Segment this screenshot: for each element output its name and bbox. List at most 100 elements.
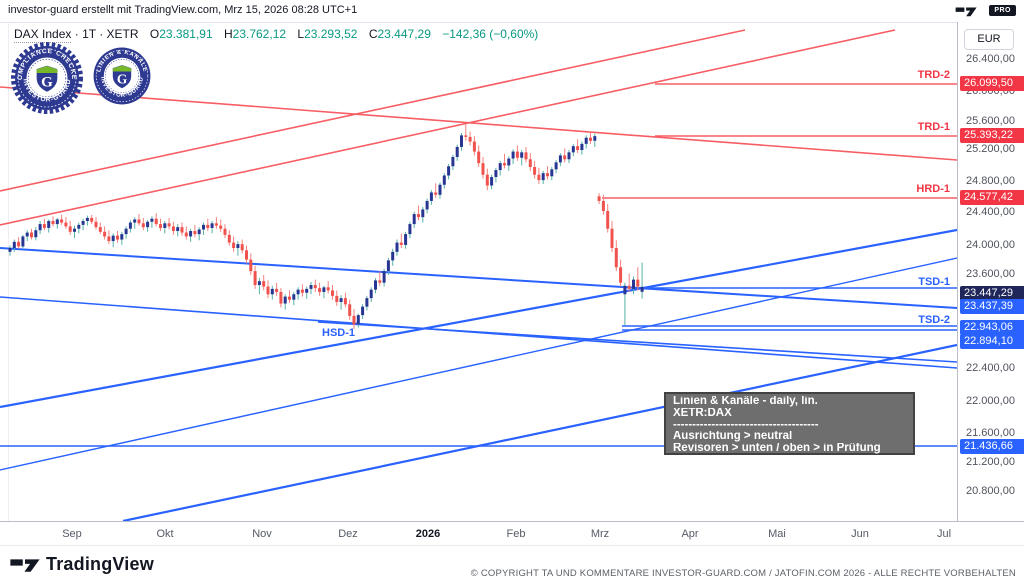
candle-body xyxy=(455,146,459,157)
candle-body xyxy=(77,224,81,229)
candle-body xyxy=(202,224,205,230)
candle-body xyxy=(356,315,360,325)
legend-symbol[interactable]: DAX Index xyxy=(14,27,72,43)
candle-body xyxy=(331,290,334,296)
candle-body xyxy=(180,227,184,233)
candle-body xyxy=(326,287,330,291)
legend-exchange: XETR xyxy=(106,27,139,41)
pro-badge[interactable]: PRO xyxy=(989,5,1016,16)
price-tick: 20.800,00 xyxy=(966,485,1015,497)
candle-body xyxy=(567,152,571,160)
candle-body xyxy=(485,174,489,186)
candle-body xyxy=(176,227,180,232)
trendline-label-trd-2[interactable]: TRD-2 xyxy=(917,69,950,81)
candle-body xyxy=(528,159,532,167)
candle-body xyxy=(103,231,107,237)
candle-body xyxy=(296,289,300,295)
price-tick: 21.200,00 xyxy=(966,456,1015,468)
time-tick-jul: Jul xyxy=(936,528,952,540)
currency-button[interactable]: EUR xyxy=(964,29,1014,50)
candle-body xyxy=(116,235,119,240)
trd2-trendline[interactable] xyxy=(0,29,896,226)
candle-body xyxy=(300,289,304,293)
tsd1-trendline[interactable] xyxy=(0,247,957,309)
candle-body xyxy=(584,137,588,144)
candle-body xyxy=(163,223,167,228)
candle-body xyxy=(365,298,369,307)
candle-body xyxy=(627,285,631,289)
ascending-support-2[interactable] xyxy=(122,343,957,521)
candle-body xyxy=(619,267,623,283)
candle-body xyxy=(219,225,223,229)
trendline-label-tsd-2[interactable]: TSD-2 xyxy=(918,314,950,326)
candle-body xyxy=(240,244,244,251)
candle-body xyxy=(417,214,420,218)
candle-body xyxy=(193,231,197,235)
candle-body xyxy=(503,163,506,166)
header-bar: investor-guard erstellt mit TradingView.… xyxy=(0,0,1024,22)
time-tick-dez: Dez xyxy=(338,528,358,540)
candle-body xyxy=(369,289,373,299)
tooltip-divider: -------------------------------------- xyxy=(673,419,819,431)
trd1-trendline[interactable] xyxy=(0,86,957,161)
time-tick-nov: Nov xyxy=(252,528,272,540)
candle-body xyxy=(146,221,150,228)
trendline-label-trd-1[interactable]: TRD-1 xyxy=(917,121,950,133)
candle-body xyxy=(197,229,201,235)
price-axis[interactable]: EUR 26.400,00 26.000,00 25.600,00 25.200,00… xyxy=(957,22,1024,521)
candle-body xyxy=(227,234,231,243)
time-tick-okt: Okt xyxy=(156,528,174,540)
candle-body xyxy=(94,221,98,228)
linien-kanaele-badge: LINIEN & KANÄLE INVESTOR-GUARD G xyxy=(90,44,154,113)
candle-body xyxy=(85,217,89,221)
candle-body xyxy=(275,288,279,292)
time-tick-jun: Jun xyxy=(851,528,869,540)
candle-body xyxy=(322,287,326,292)
price-label-badge: 26.099,50 xyxy=(960,76,1024,91)
price-tick: 25.600,00 xyxy=(966,115,1015,127)
candle-body xyxy=(632,279,635,289)
candle-body xyxy=(515,151,519,158)
candle-body xyxy=(343,298,347,305)
candle-body xyxy=(288,296,291,300)
copyright-text: © COPYRIGHT TA UND KOMMENTARE INVESTOR-G… xyxy=(470,568,1016,579)
legend-change: −142,36 (−0,60%) xyxy=(442,27,539,41)
trendline-label-hrd-1[interactable]: HRD-1 xyxy=(916,183,950,195)
candle-body xyxy=(399,242,403,245)
price-tick: 23.600,00 xyxy=(966,268,1015,280)
candle-body xyxy=(636,279,640,287)
candle-body xyxy=(421,209,425,218)
trendline-label-tsd-1[interactable]: TSD-1 xyxy=(918,276,950,288)
candle-body xyxy=(412,214,416,225)
price-label-badge: 22.943,06 xyxy=(960,320,1024,335)
candle-body xyxy=(533,167,537,175)
candle-body xyxy=(210,223,214,228)
candle-body xyxy=(111,235,115,242)
legend-low-value: 23.293,52 xyxy=(304,27,358,41)
tooltip-title: Linien & Kanäle - daily, lin. xyxy=(673,396,818,407)
candle-body xyxy=(348,304,352,316)
price-label-badge: 23.437,39 xyxy=(960,299,1024,314)
candle-body xyxy=(34,230,38,238)
candle-body xyxy=(8,248,12,252)
plot-canvas[interactable] xyxy=(0,22,957,521)
hsd1-segment[interactable] xyxy=(317,321,957,363)
legend-timeframe[interactable]: 1T xyxy=(82,27,96,41)
tradingview-logo-icon xyxy=(10,558,40,572)
ascending-support-3[interactable] xyxy=(0,257,957,471)
time-tick-mrz: Mrz xyxy=(590,528,610,540)
price-tick: 24.800,00 xyxy=(966,175,1015,187)
candle-body xyxy=(511,151,515,159)
candle-body xyxy=(614,248,618,268)
channel-upper-red[interactable] xyxy=(0,29,746,192)
price-label-badge: 23.447,29 xyxy=(960,286,1024,301)
tradingview-brand[interactable]: TradingView xyxy=(10,554,154,575)
time-axis[interactable]: Sep Okt Nov Dez 2026 Feb Mrz Apr Mai Jun Jul xyxy=(0,521,1024,546)
ascending-support-1[interactable] xyxy=(0,228,957,409)
candle-body xyxy=(318,288,322,292)
trendline-label-hsd-1[interactable]: HSD-1 xyxy=(322,327,356,339)
candle-body xyxy=(576,146,580,151)
tooltip-alignment: Ausrichtung > neutral xyxy=(673,431,793,443)
candle-body xyxy=(309,285,313,289)
